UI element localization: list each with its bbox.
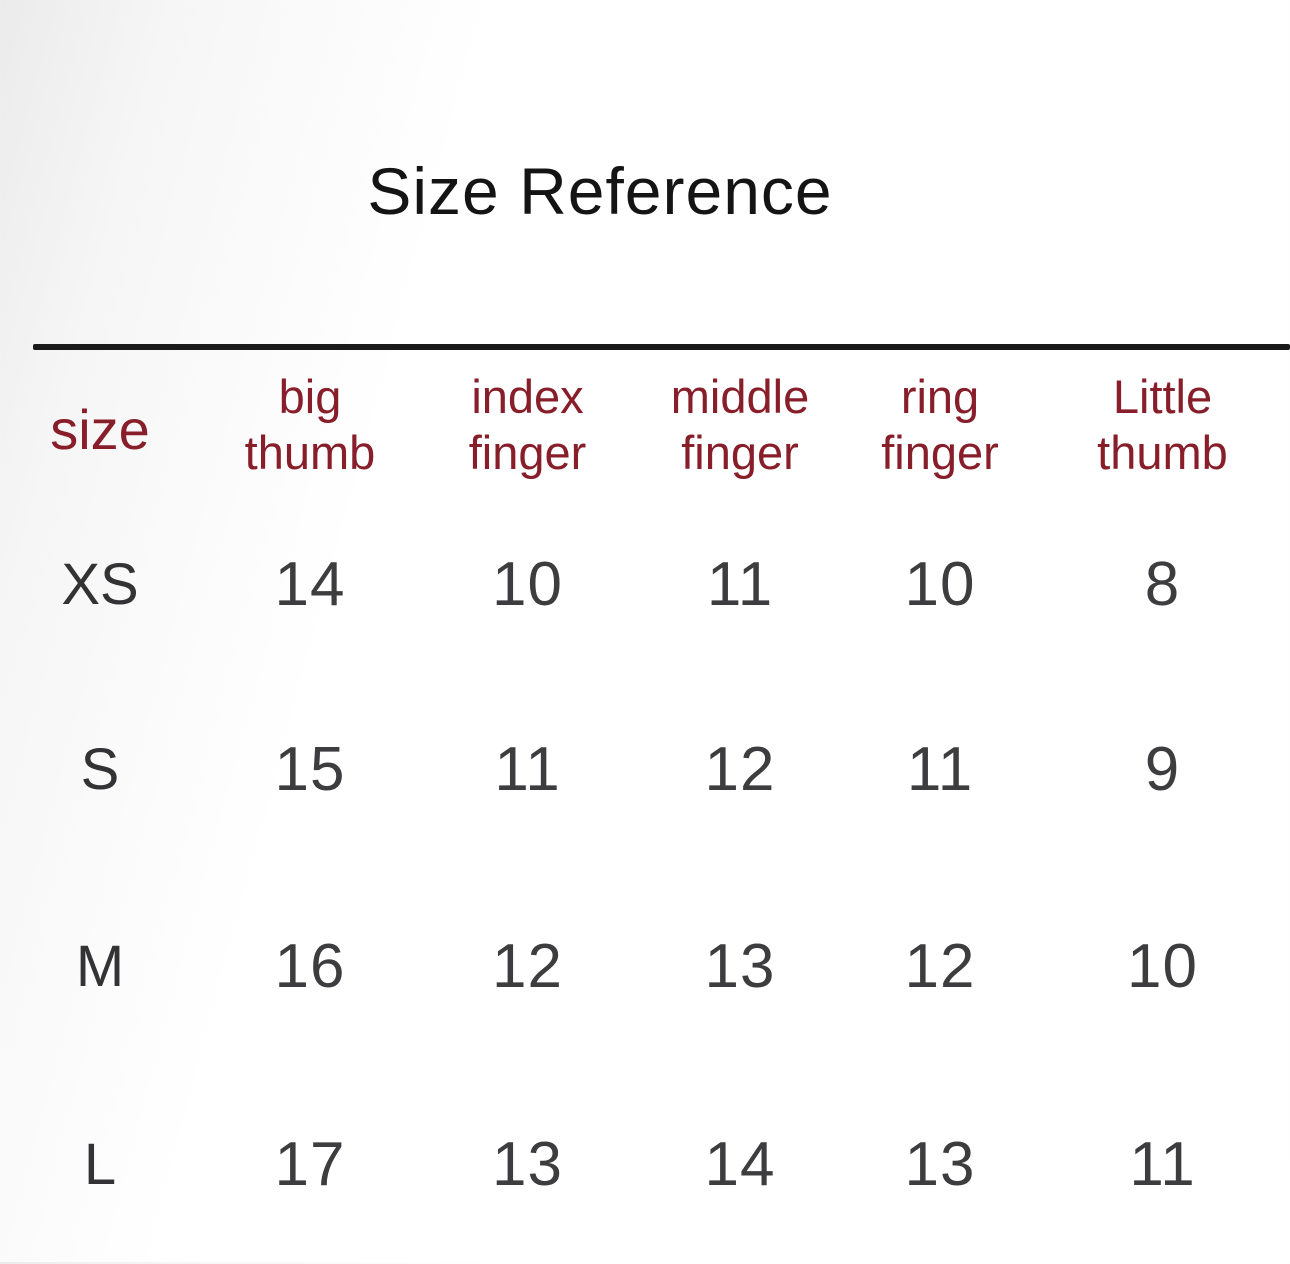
header-line-1: Little	[1112, 369, 1213, 423]
cell-l-ring-finger: 13	[904, 1129, 976, 1199]
header-line-2: finger	[681, 426, 799, 479]
page-title: Size Reference	[367, 154, 833, 228]
cell-m-little-thumb: 10	[1127, 932, 1198, 1001]
cell-s-little-thumb: 9	[1144, 734, 1181, 804]
column-header-big-thumb: big thumb	[200, 351, 420, 499]
row-label-xs: XS	[61, 551, 139, 617]
header-line-1: index	[471, 369, 584, 423]
row-label-m: M	[75, 934, 125, 999]
header-line-1: ring	[900, 369, 980, 423]
cell-l-little-thumb: 11	[1129, 1129, 1196, 1199]
cell-s-middle-finger: 12	[704, 734, 776, 804]
cell-xs-middle-finger: 11	[706, 549, 774, 619]
cell-s-big-thumb: 15	[274, 734, 346, 804]
header-line-2: thumb	[1097, 426, 1228, 479]
cell-xs-ring-finger: 10	[904, 549, 976, 619]
column-header-little-thumb: Little thumb	[1035, 351, 1290, 499]
row-label-s: S	[80, 736, 120, 802]
cell-l-big-thumb: 17	[274, 1129, 346, 1199]
cell-l-middle-finger: 14	[704, 1129, 776, 1199]
column-header-index-finger: index finger	[420, 351, 635, 499]
header-line-2: finger	[468, 426, 587, 479]
header-line-1: middle	[670, 369, 810, 423]
header-line-2: finger	[881, 426, 999, 479]
header-line-2: thumb	[244, 426, 376, 479]
cell-s-ring-finger: 11	[906, 734, 974, 804]
cell-xs-index-finger: 10	[492, 549, 563, 619]
cell-m-big-thumb: 16	[274, 932, 346, 1001]
row-label-l: L	[83, 1131, 117, 1197]
cell-m-ring-finger: 12	[904, 932, 976, 1001]
cell-m-index-finger: 12	[492, 932, 563, 1001]
cell-xs-big-thumb: 14	[274, 549, 346, 619]
size-reference-table: size big thumb index finger middle finge…	[0, 351, 1290, 1264]
cell-m-middle-finger: 13	[704, 932, 776, 1001]
cell-xs-little-thumb: 8	[1144, 549, 1181, 619]
header-line-1: big	[278, 369, 342, 423]
column-header-middle-finger: middle finger	[635, 351, 845, 499]
cell-s-index-finger: 11	[494, 734, 561, 804]
column-header-ring-finger: ring finger	[845, 351, 1035, 499]
divider-line	[33, 344, 1290, 350]
column-header-size: size	[50, 398, 150, 462]
cell-l-index-finger: 13	[492, 1129, 563, 1199]
